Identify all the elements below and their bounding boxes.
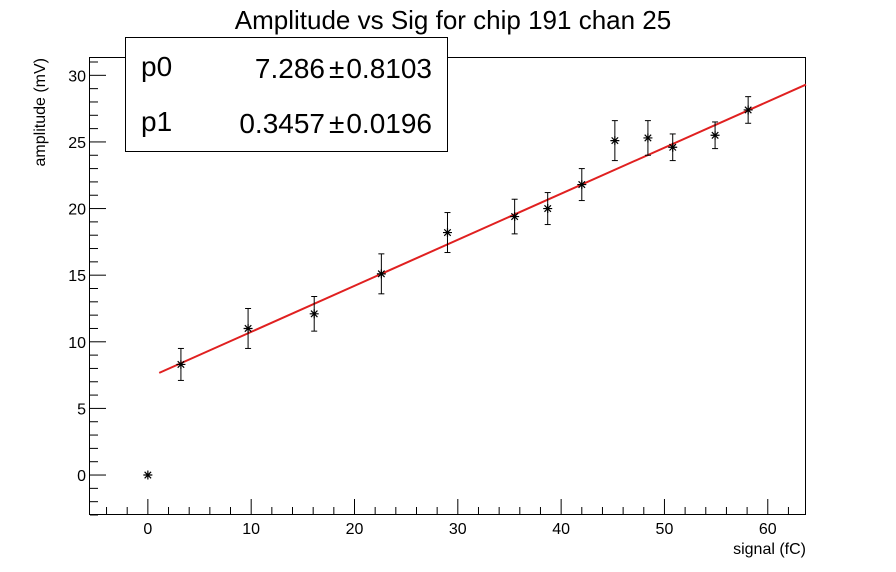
y-tick-label: 10 bbox=[68, 335, 86, 352]
x-tick-label: 40 bbox=[552, 521, 570, 538]
stat-p1-pm: ± bbox=[329, 108, 344, 139]
data-points-layer bbox=[143, 96, 753, 480]
y-tick-labels: 0 5 10 15 20 25 30 bbox=[68, 68, 86, 485]
data-point bbox=[577, 168, 587, 202]
data-point bbox=[510, 198, 520, 235]
y-tick-label: 15 bbox=[68, 268, 86, 285]
data-point bbox=[442, 212, 452, 254]
data-point bbox=[243, 307, 253, 349]
y-tick-label: 0 bbox=[77, 468, 86, 485]
data-point bbox=[743, 96, 753, 124]
data-point bbox=[710, 121, 720, 150]
x-axis-label: signal (fC) bbox=[733, 541, 806, 558]
stat-name-p0: p0 bbox=[141, 51, 172, 82]
data-point bbox=[376, 253, 386, 295]
star-marker bbox=[710, 130, 720, 140]
y-tick-label: 20 bbox=[68, 202, 86, 219]
star-marker bbox=[376, 269, 386, 279]
y-minor-ticks bbox=[90, 61, 98, 516]
star-marker bbox=[143, 470, 153, 480]
x-tick-label: 20 bbox=[346, 521, 364, 538]
stat-name-p1: p1 bbox=[141, 106, 172, 137]
y-tick-label: 25 bbox=[68, 135, 86, 152]
stat-p0-value: 7.286 bbox=[255, 53, 325, 84]
data-point bbox=[643, 120, 653, 156]
star-marker bbox=[543, 204, 553, 214]
data-point bbox=[543, 192, 553, 226]
star-marker bbox=[442, 228, 452, 238]
x-minor-ticks bbox=[106, 507, 789, 515]
star-marker bbox=[577, 180, 587, 190]
y-tick-label: 5 bbox=[77, 401, 86, 418]
data-point bbox=[143, 470, 153, 480]
stat-value-p0: 7.286 ±0.8103 bbox=[255, 53, 432, 84]
star-marker bbox=[243, 323, 253, 333]
star-marker bbox=[643, 133, 653, 143]
star-marker bbox=[510, 212, 520, 222]
fit-line bbox=[158, 83, 807, 374]
star-marker bbox=[610, 136, 620, 146]
stat-p1-value: 0.3457 bbox=[239, 108, 325, 139]
x-tick-label: 50 bbox=[656, 521, 674, 538]
data-point bbox=[668, 133, 678, 162]
stat-value-p1: 0.3457 ±0.0196 bbox=[239, 108, 432, 139]
stat-p0-error: 0.8103 bbox=[346, 53, 432, 84]
chart-title: Amplitude vs Sig for chip 191 chan 25 bbox=[235, 5, 671, 35]
star-marker bbox=[668, 142, 678, 152]
x-tick-label: 0 bbox=[143, 521, 152, 538]
data-point bbox=[610, 120, 620, 162]
star-marker bbox=[309, 309, 319, 319]
x-tick-labels: 0 10 20 30 40 50 60 bbox=[143, 521, 776, 538]
y-tick-label: 30 bbox=[68, 68, 86, 85]
y-major-ticks bbox=[90, 74, 106, 476]
data-point bbox=[309, 295, 319, 332]
stat-p1-error: 0.0196 bbox=[346, 108, 432, 139]
star-marker bbox=[743, 105, 753, 115]
x-tick-label: 60 bbox=[759, 521, 777, 538]
data-point bbox=[176, 347, 186, 381]
x-tick-label: 30 bbox=[449, 521, 467, 538]
y-axis-label: amplitude (mV) bbox=[32, 58, 49, 166]
fit-line-layer bbox=[158, 83, 807, 374]
star-marker bbox=[176, 359, 186, 369]
x-major-ticks bbox=[147, 499, 769, 515]
stat-p0-pm: ± bbox=[329, 53, 344, 84]
stats-box-frame bbox=[125, 37, 448, 152]
fit-stats-box: p0 7.286 ±0.8103 p1 0.3457 ±0.0196 bbox=[125, 37, 448, 152]
x-tick-label: 10 bbox=[242, 521, 260, 538]
